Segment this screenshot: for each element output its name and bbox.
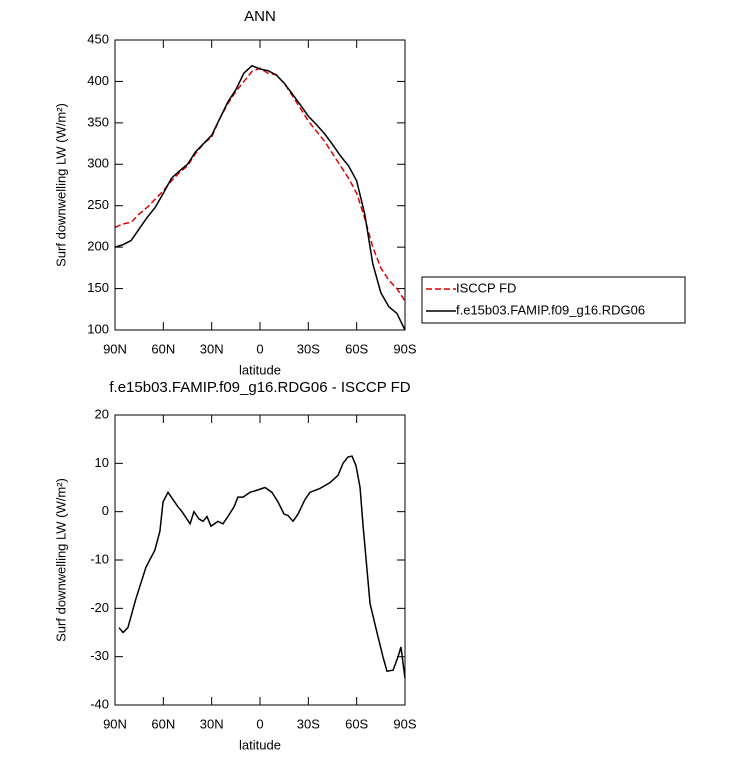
y-tick-label: -20 xyxy=(90,600,109,615)
x-tick-label: 0 xyxy=(256,341,263,356)
y-tick-label: 10 xyxy=(95,455,109,470)
chart-title: f.e15b03.FAMIP.f09_g16.RDG06 - ISCCP FD xyxy=(109,379,410,396)
y-tick-label: -30 xyxy=(90,648,109,663)
x-tick-label: 90S xyxy=(393,716,416,731)
y-tick-label: 300 xyxy=(87,156,109,171)
legend-label: ISCCP FD xyxy=(456,280,516,295)
y-tick-label: 100 xyxy=(87,321,109,336)
y-tick-label: 400 xyxy=(87,73,109,88)
y-axis-label: Surf downwelling LW (W/m²) xyxy=(53,478,68,642)
x-tick-label: 60S xyxy=(345,341,368,356)
data-line xyxy=(114,64,406,331)
x-tick-label: 0 xyxy=(256,716,263,731)
y-tick-label: 0 xyxy=(102,503,109,518)
y-tick-label: 350 xyxy=(87,114,109,129)
x-tick-label: 90N xyxy=(103,341,127,356)
y-tick-label: -10 xyxy=(90,551,109,566)
x-axis-label: latitude xyxy=(239,362,281,377)
x-tick-label: 30S xyxy=(297,341,320,356)
x-tick-label: 60S xyxy=(345,716,368,731)
plot-frame xyxy=(114,414,406,706)
legend-box xyxy=(421,276,686,324)
x-axis-label: latitude xyxy=(239,737,281,752)
legend-label: f.e15b03.FAMIP.f09_g16.RDG06 xyxy=(456,302,645,317)
y-tick-label: 20 xyxy=(95,406,109,421)
x-tick-label: 90S xyxy=(393,341,416,356)
x-tick-label: 90N xyxy=(103,716,127,731)
plot-frame xyxy=(114,39,406,331)
data-line xyxy=(114,67,406,302)
x-tick-label: 60N xyxy=(151,716,175,731)
y-tick-label: 250 xyxy=(87,197,109,212)
x-tick-label: 60N xyxy=(151,341,175,356)
chart-title: ANN xyxy=(244,8,276,25)
y-tick-label: 450 xyxy=(87,31,109,46)
data-line xyxy=(118,455,406,679)
y-tick-label: 150 xyxy=(87,280,109,295)
x-tick-label: 30N xyxy=(200,341,224,356)
x-tick-label: 30N xyxy=(200,716,224,731)
y-axis-label: Surf downwelling LW (W/m²) xyxy=(53,103,68,267)
y-tick-label: 200 xyxy=(87,239,109,254)
y-tick-label: -40 xyxy=(90,696,109,711)
x-tick-label: 30S xyxy=(297,716,320,731)
